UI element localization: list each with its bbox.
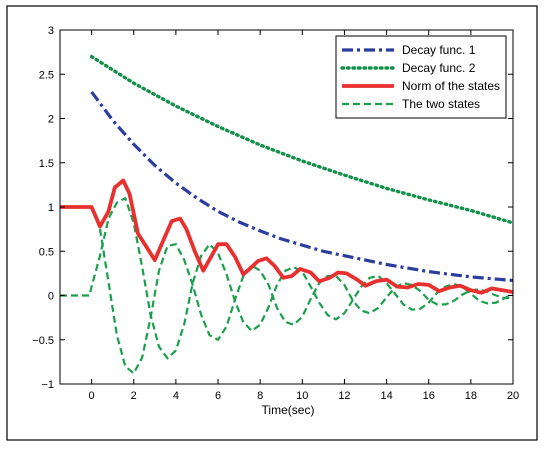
y-tick-label: −0.5 (32, 335, 54, 347)
y-tick-label: 1 (48, 202, 54, 214)
x-tick-label: 0 (89, 390, 95, 402)
y-tick-label: 0 (48, 291, 54, 303)
x-tick-label: 8 (257, 390, 263, 402)
y-tick-label: 0.5 (39, 246, 54, 258)
plot-area (60, 54, 513, 375)
legend: Decay func. 1 Decay func. 2 Norm of the st… (335, 35, 507, 119)
series-line-norm-of-the-states-2 (60, 178, 513, 295)
y-tick-label: 2.5 (39, 69, 54, 81)
y-tick-label: 3 (48, 25, 54, 37)
x-tick-label: 14 (380, 390, 392, 402)
x-tick-label: 12 (338, 390, 350, 402)
x-axis-label: Time(sec) (262, 403, 315, 417)
y-tick-label: 2 (48, 114, 54, 126)
series-line-the-two-states-4 (60, 205, 513, 375)
x-tick-label: 4 (173, 390, 179, 402)
y-tick-label: −1 (41, 379, 54, 391)
legend-label: Norm of the states (402, 79, 500, 93)
series-line-decay-func-1-0 (90, 90, 513, 283)
y-tick-label: 1.5 (39, 158, 54, 170)
x-tick-label: 18 (465, 390, 477, 402)
x-tick-label: 20 (507, 390, 519, 402)
x-tick-label: 10 (296, 390, 308, 402)
x-tick-label: 16 (423, 390, 435, 402)
legend-label: Decay func. 2 (402, 61, 476, 75)
legend-label: The two states (402, 97, 480, 111)
x-tick-label: 2 (131, 390, 137, 402)
x-tick-label: 6 (215, 390, 221, 402)
series-line-decay-func-2-1 (89, 54, 513, 225)
axes: 0 2 4 6 8 10 12 14 16 18 20 −1 −0.5 0 0.5 1 1.5 2 2.5 3 (32, 25, 519, 402)
legend-label: Decay func. 1 (402, 43, 476, 57)
